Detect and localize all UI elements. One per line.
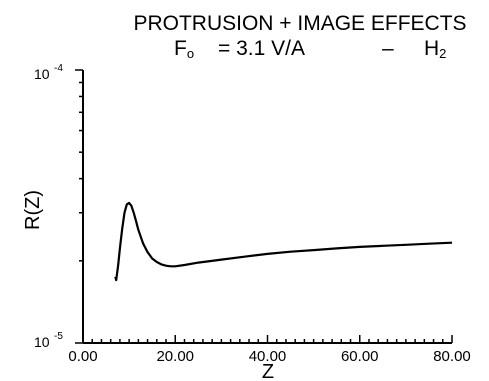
chart-title-line2: Fo = 3.1 V/A – H2 bbox=[174, 37, 446, 61]
series-line bbox=[114, 201, 453, 282]
title-dash: – bbox=[382, 37, 394, 60]
y-minor-ticks bbox=[75, 69, 83, 344]
x-axis-label: Z bbox=[262, 361, 274, 381]
svg-text:10: 10 bbox=[34, 66, 50, 82]
svg-text:10: 10 bbox=[34, 334, 50, 350]
x-tick-label: 60.00 bbox=[341, 348, 379, 365]
x-ticks bbox=[82, 335, 453, 343]
svg-text:-4: -4 bbox=[54, 63, 63, 74]
chart-title-line1: PROTRUSION + IMAGE EFFECTS bbox=[133, 12, 466, 35]
y-tick-label-top: 10 -4 bbox=[34, 63, 63, 82]
x-tick-label: 80.00 bbox=[433, 348, 471, 365]
title-species: H2 bbox=[424, 37, 446, 61]
y-axis-label: R(Z) bbox=[22, 190, 44, 230]
x-tick-labels: 0.00 20.00 40.00 60.00 80.00 bbox=[68, 348, 470, 365]
x-tick-label: 20.00 bbox=[156, 348, 194, 365]
title-field-symbol: Fo bbox=[174, 37, 194, 61]
x-tick-label: 0.00 bbox=[68, 348, 97, 365]
y-tick-label-bottom: 10 -5 bbox=[34, 331, 63, 350]
x-tick-label: 40.00 bbox=[249, 348, 287, 365]
svg-text:-5: -5 bbox=[54, 331, 63, 342]
title-field-value: = 3.1 V/A bbox=[218, 37, 305, 60]
